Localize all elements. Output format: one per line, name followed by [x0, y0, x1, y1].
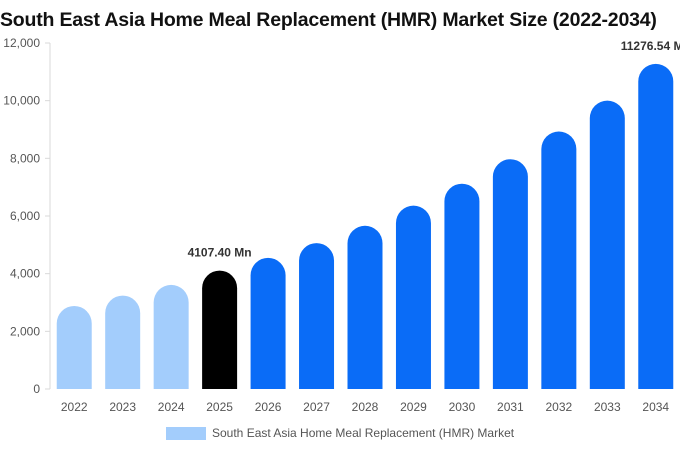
y-tick-label: 8,000	[10, 151, 40, 165]
x-tick-label: 2023	[109, 400, 136, 414]
data-label: 11276.54 Mn	[621, 39, 680, 53]
bar-2032	[541, 131, 577, 390]
bar-2028	[347, 225, 383, 389]
x-tick-label: 2032	[545, 400, 572, 414]
y-tick-label: 6,000	[10, 209, 40, 223]
x-tick-label: 2022	[61, 400, 88, 414]
bar-2022	[56, 305, 92, 389]
data-label: 4107.40 Mn	[188, 246, 252, 260]
bar-2033	[589, 100, 625, 390]
y-tick-label: 10,000	[3, 94, 40, 108]
y-tick-label: 0	[33, 382, 40, 396]
y-tick-label: 12,000	[3, 36, 40, 50]
y-axis: 0 2,000 4,000 6,000 8,000 10,000 12,000	[3, 36, 51, 396]
legend-label: South East Asia Home Meal Replacement (H…	[212, 426, 515, 440]
legend: South East Asia Home Meal Replacement (H…	[166, 426, 515, 440]
x-tick-label: 2027	[303, 400, 330, 414]
x-tick-label: 2029	[400, 400, 427, 414]
y-tick-label: 2,000	[10, 324, 40, 338]
data-labels: 4107.40 Mn 11276.54 Mn	[188, 39, 680, 260]
bar-2034	[638, 63, 674, 389]
x-tick-label: 2026	[255, 400, 282, 414]
bar-2024	[153, 284, 189, 389]
x-tick-label: 2033	[594, 400, 621, 414]
bar-2029	[395, 205, 431, 389]
x-tick-label: 2034	[642, 400, 669, 414]
x-axis: 2022 2023 2024 2025 2026 2027 2028 2029 2030 2031…	[61, 400, 670, 414]
legend-swatch	[166, 427, 206, 440]
bar-2031	[492, 159, 528, 389]
bar-2025	[202, 270, 238, 389]
x-tick-label: 2024	[158, 400, 185, 414]
bar-2023	[105, 295, 141, 389]
x-tick-label: 2030	[449, 400, 476, 414]
bars	[56, 63, 674, 390]
x-tick-label: 2031	[497, 400, 524, 414]
x-tick-label: 2025	[206, 400, 233, 414]
chart-title: South East Asia Home Meal Replacement (H…	[0, 9, 657, 31]
x-tick-label: 2028	[352, 400, 379, 414]
bar-2030	[444, 183, 480, 389]
bar-2027	[299, 243, 335, 389]
y-tick-label: 4,000	[10, 267, 40, 281]
bar-2026	[250, 257, 286, 389]
